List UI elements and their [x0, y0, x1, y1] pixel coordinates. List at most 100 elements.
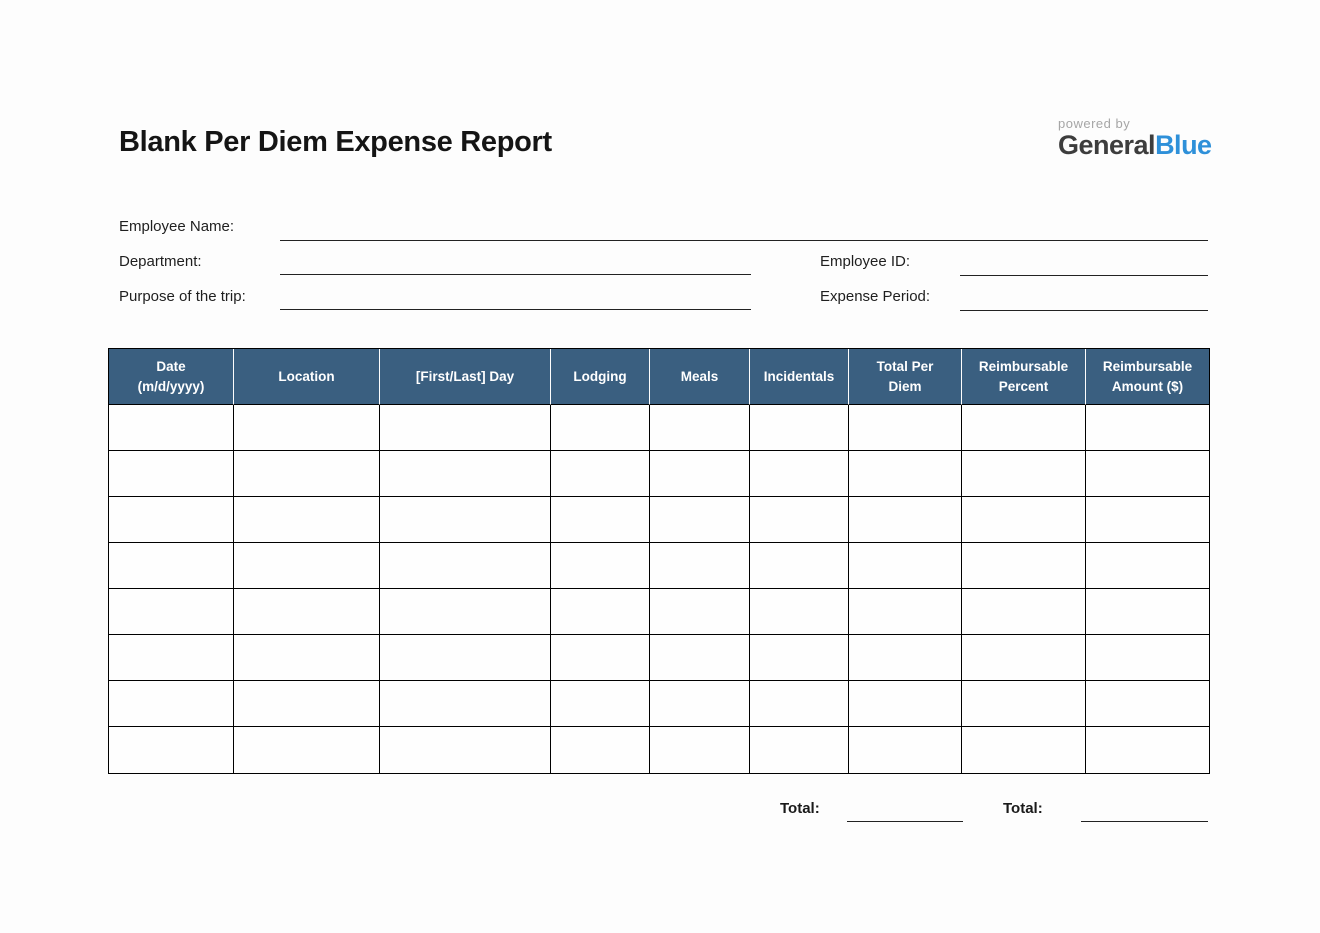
table-cell[interactable] [1086, 543, 1209, 589]
table-cell[interactable] [1086, 497, 1209, 543]
table-cell[interactable] [849, 727, 962, 773]
brand-wordmark: GeneralBlue [1058, 131, 1212, 159]
column-header-4: Meals [650, 349, 750, 405]
table-cell[interactable] [650, 635, 750, 681]
column-header-8: Reimbursable Amount ($) [1086, 349, 1209, 405]
table-cell[interactable] [380, 451, 551, 497]
table-cell[interactable] [750, 543, 849, 589]
table-cell[interactable] [551, 451, 650, 497]
brand-blue-text: Blue [1155, 130, 1212, 160]
table-cell[interactable] [380, 635, 551, 681]
table-cell[interactable] [109, 451, 234, 497]
table-cell[interactable] [962, 451, 1086, 497]
table-cell[interactable] [109, 681, 234, 727]
table-row [109, 727, 1209, 773]
table-cell[interactable] [1086, 405, 1209, 451]
employee-name-label: Employee Name: [119, 218, 235, 235]
table-cell[interactable] [234, 451, 380, 497]
table-cell[interactable] [234, 681, 380, 727]
table-cell[interactable] [109, 727, 234, 773]
table-cell[interactable] [1086, 635, 1209, 681]
table-cell[interactable] [849, 405, 962, 451]
table-cell[interactable] [551, 681, 650, 727]
table-cell[interactable] [1086, 727, 1209, 773]
table-cell[interactable] [551, 497, 650, 543]
table-cell[interactable] [380, 405, 551, 451]
table-cell[interactable] [551, 405, 650, 451]
table-cell[interactable] [750, 405, 849, 451]
table-cell[interactable] [650, 681, 750, 727]
table-cell[interactable] [962, 589, 1086, 635]
table-body [109, 405, 1209, 773]
table-cell[interactable] [650, 589, 750, 635]
column-header-5: Incidentals [750, 349, 849, 405]
table-cell[interactable] [1086, 681, 1209, 727]
table-cell[interactable] [849, 635, 962, 681]
table-cell[interactable] [551, 635, 650, 681]
powered-by-text: powered by [1058, 116, 1131, 131]
table-cell[interactable] [109, 543, 234, 589]
table-cell[interactable] [234, 497, 380, 543]
table-cell[interactable] [750, 451, 849, 497]
table-cell[interactable] [234, 635, 380, 681]
table-cell[interactable] [962, 635, 1086, 681]
table-cell[interactable] [109, 497, 234, 543]
table-cell[interactable] [650, 543, 750, 589]
table-cell[interactable] [750, 497, 849, 543]
table-cell[interactable] [234, 543, 380, 589]
expense-period-input[interactable] [960, 291, 1208, 311]
purpose-input[interactable] [280, 290, 751, 310]
table-cell[interactable] [849, 681, 962, 727]
table-cell[interactable] [1086, 589, 1209, 635]
table-cell[interactable] [650, 497, 750, 543]
table-cell[interactable] [551, 543, 650, 589]
table-row [109, 589, 1209, 635]
table-cell[interactable] [750, 681, 849, 727]
employee-name-input[interactable] [280, 221, 1208, 241]
table-cell[interactable] [750, 589, 849, 635]
table-cell[interactable] [1086, 451, 1209, 497]
department-label: Department: [119, 253, 202, 270]
table-cell[interactable] [849, 543, 962, 589]
table-cell[interactable] [109, 589, 234, 635]
table-cell[interactable] [234, 405, 380, 451]
table-row [109, 405, 1209, 451]
per-diem-total-label: Total: [780, 800, 820, 817]
column-header-7: Reimbursable Percent [962, 349, 1086, 405]
general-blue-logo: powered by GeneralBlue [1058, 116, 1212, 159]
table-cell[interactable] [849, 589, 962, 635]
employee-id-input[interactable] [960, 256, 1208, 276]
table-cell[interactable] [650, 405, 750, 451]
table-cell[interactable] [962, 543, 1086, 589]
table-cell[interactable] [962, 727, 1086, 773]
reimbursable-total-field[interactable] [1081, 802, 1208, 822]
table-cell[interactable] [551, 589, 650, 635]
table-cell[interactable] [849, 497, 962, 543]
table-cell[interactable] [109, 405, 234, 451]
table-cell[interactable] [380, 727, 551, 773]
table-cell[interactable] [234, 727, 380, 773]
column-header-3: Lodging [551, 349, 650, 405]
employee-id-label: Employee ID: [820, 253, 911, 270]
table-cell[interactable] [962, 681, 1086, 727]
table-cell[interactable] [962, 405, 1086, 451]
expense-table: Date (m/d/yyyy) Location [First/Last] Day L… [108, 348, 1210, 774]
table-cell[interactable] [380, 543, 551, 589]
table-cell[interactable] [750, 635, 849, 681]
expense-period-label: Expense Period: [820, 288, 931, 305]
column-header-0: Date (m/d/yyyy) [109, 349, 234, 405]
department-input[interactable] [280, 255, 751, 275]
table-cell[interactable] [750, 727, 849, 773]
table-cell[interactable] [234, 589, 380, 635]
table-cell[interactable] [380, 497, 551, 543]
table-cell[interactable] [551, 727, 650, 773]
table-cell[interactable] [650, 727, 750, 773]
table-cell[interactable] [962, 497, 1086, 543]
table-cell[interactable] [109, 635, 234, 681]
table-cell[interactable] [380, 681, 551, 727]
table-cell[interactable] [849, 451, 962, 497]
per-diem-total-field[interactable] [847, 802, 963, 822]
table-cell[interactable] [650, 451, 750, 497]
table-cell[interactable] [380, 589, 551, 635]
